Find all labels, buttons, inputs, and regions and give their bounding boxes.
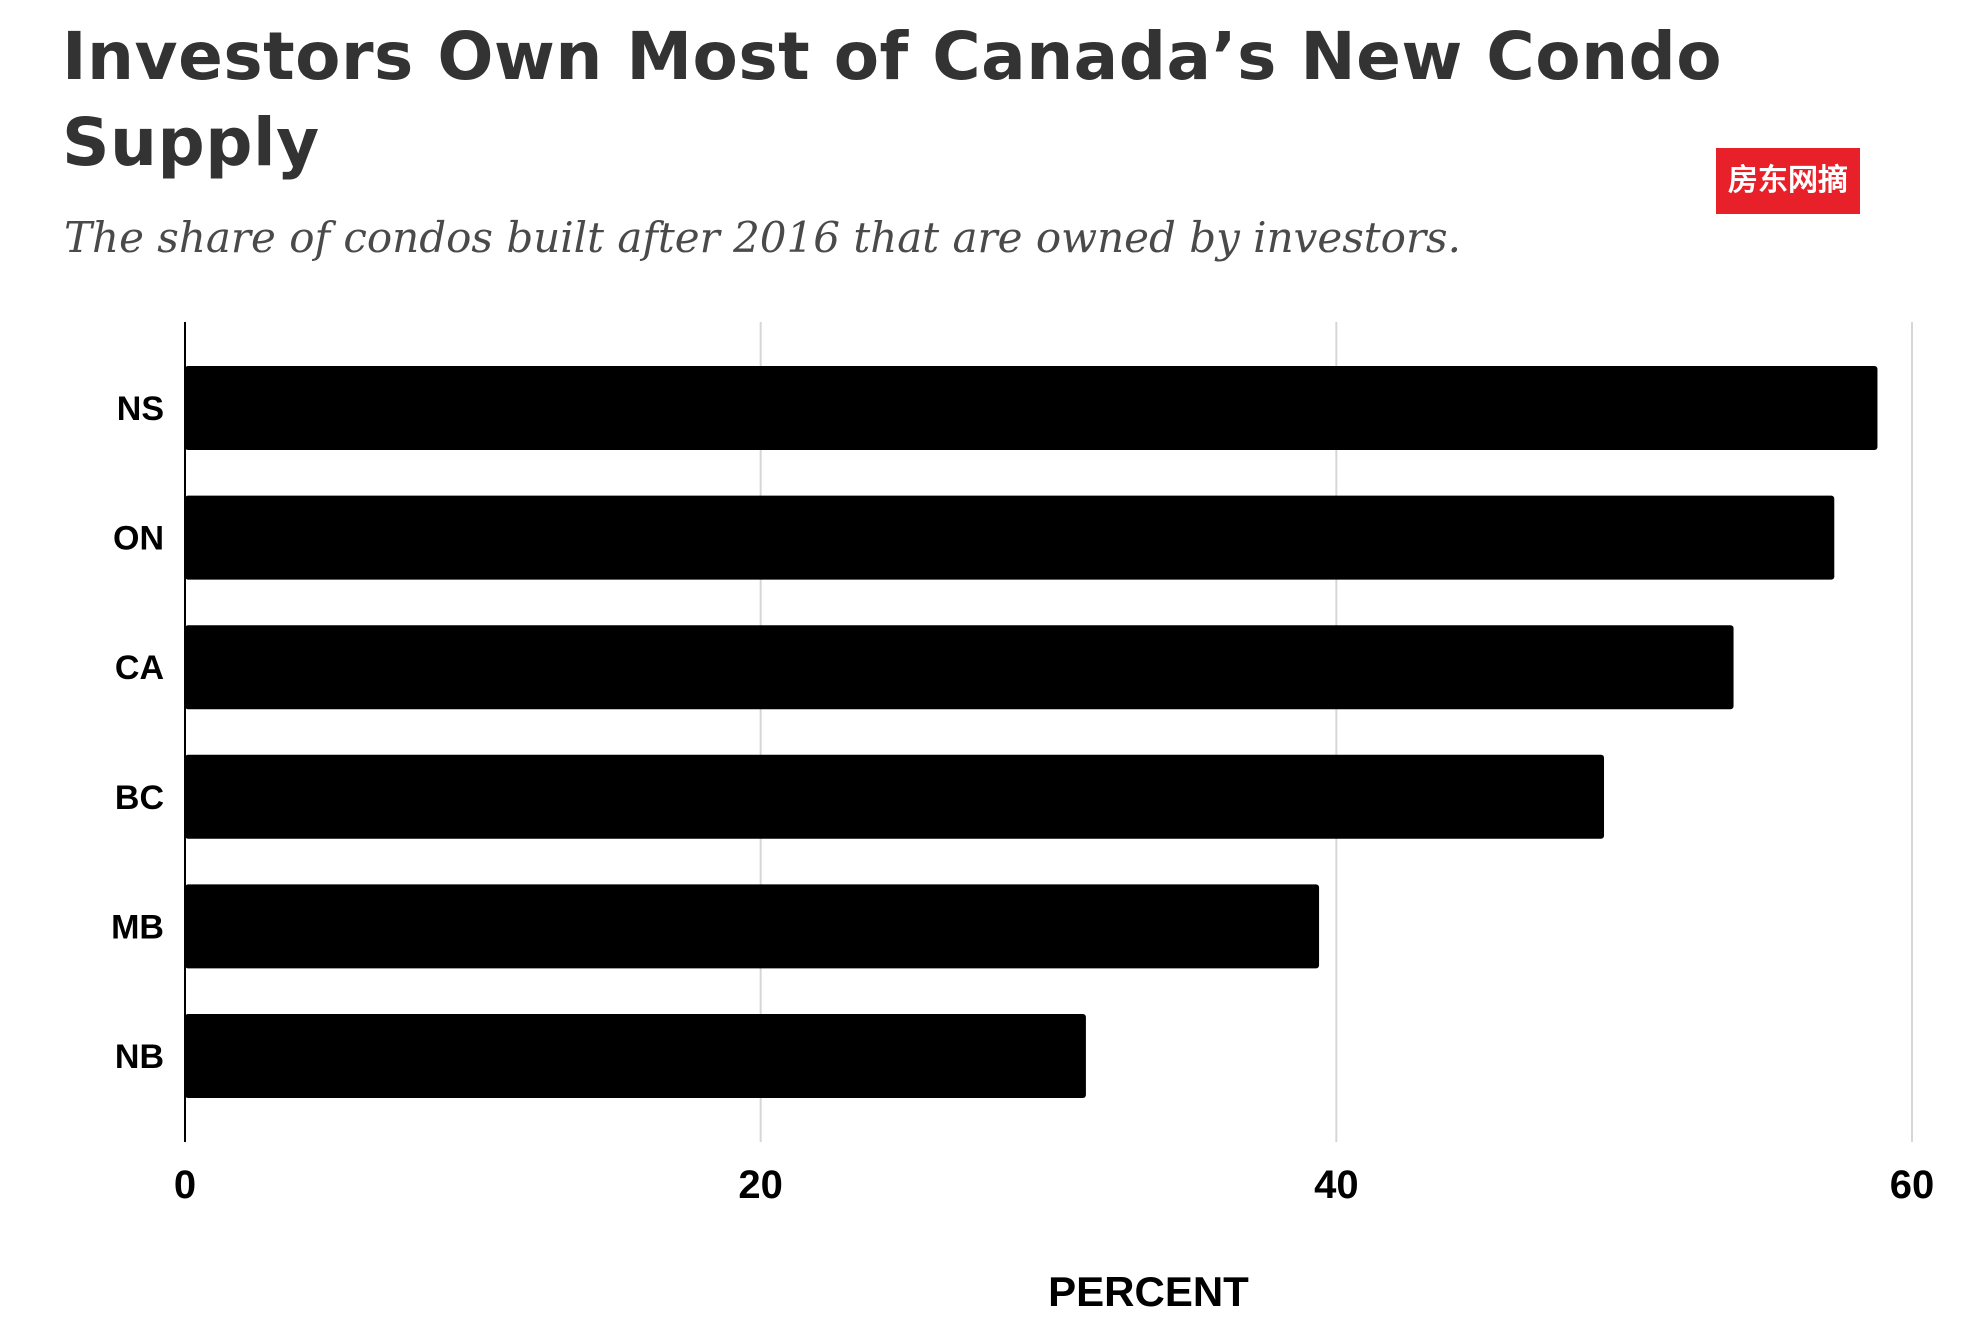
x-tick-labels: 0 20 40 60	[174, 1163, 1934, 1207]
bar-bc	[185, 754, 1605, 839]
x-tick-label-0: 0	[174, 1163, 196, 1207]
bar-nb	[185, 1014, 1086, 1098]
x-tick-label-60: 60	[1890, 1163, 1935, 1207]
category-label-ca: CA	[115, 649, 164, 687]
chart-title: Investors Own Most of Canada’s New Condo…	[62, 18, 1723, 181]
category-label-mb: MB	[111, 908, 164, 946]
chart-subtitle: The share of condos built after 2016 tha…	[64, 213, 1461, 262]
bar-ns	[185, 366, 1878, 450]
grid-lines	[759, 322, 1913, 1142]
bar-on	[185, 495, 1835, 580]
bars	[185, 366, 1878, 1098]
category-label-bc: BC	[115, 779, 164, 817]
category-labels: NS ON CA BC MB NB	[111, 390, 164, 1076]
category-label-nb: NB	[115, 1038, 164, 1076]
category-label-on: ON	[113, 520, 164, 558]
category-label-ns: NS	[117, 390, 164, 428]
x-tick-label-40: 40	[1314, 1163, 1359, 1207]
watermark-badge: 房东网摘	[1716, 148, 1860, 214]
bar-mb	[185, 884, 1320, 969]
bar-ca	[185, 625, 1734, 710]
x-axis-title: PERCENT	[1048, 1268, 1249, 1315]
x-tick-label-20: 20	[738, 1163, 783, 1207]
